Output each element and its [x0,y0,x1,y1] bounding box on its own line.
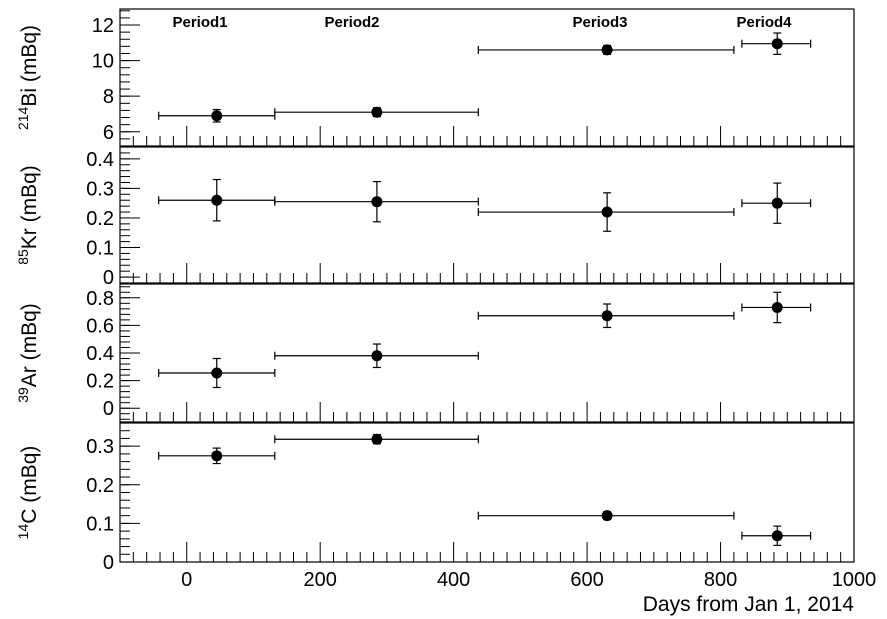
panel-frame [119,283,855,423]
x-axis: 0 200 400 600 800 1000 [181,569,876,591]
isotope-mass-number: 39 [15,387,31,403]
y-tick-label: 0 [103,267,114,289]
isotope-mass-number: 85 [15,249,31,265]
data-marker [211,450,223,462]
data-marker [601,310,613,322]
data-marker [771,301,783,313]
y-tick-label: 0.3 [86,436,114,458]
panel-frame [119,146,855,284]
data-marker [211,194,223,206]
data-marker [601,206,613,218]
element-symbol: Kr (mBq) [18,165,41,249]
y-tick-label: 6 [103,122,114,144]
data-marker [371,196,383,208]
y-axis-title: 214Bi (mBq) [15,25,41,130]
y-tick-label: 10 [92,51,114,73]
x-tick-label: 600 [570,569,603,591]
y-tick-label: 0.1 [86,513,114,535]
element-symbol: Ar (mBq) [18,303,41,387]
y-axis-title: 14C (mBq) [15,446,41,540]
x-tick-label: 1000 [832,569,877,591]
data-point [741,182,812,224]
element-symbol: Bi (mBq) [18,25,41,107]
period-label: Period3 [572,14,627,31]
x-tick-label: 800 [704,569,737,591]
y-tick-label: 0.2 [86,475,114,497]
data-marker [371,106,383,118]
data-point [477,192,735,232]
period-label: Period4 [736,14,792,31]
x-tick-label: 0 [181,569,192,591]
panel-frame [119,422,855,563]
panel-frame [119,8,855,147]
data-point [741,291,812,324]
y-tick-label: 0.1 [86,238,114,260]
data-point [274,180,479,223]
data-marker [211,367,223,379]
period-label: Period2 [324,14,379,31]
data-marker [771,530,783,542]
data-marker [371,433,383,445]
y-tick-label: 0.6 [86,315,114,337]
y-tick-label: 12 [92,15,114,37]
data-marker [771,197,783,209]
data-point [158,357,276,389]
data-point [741,32,812,55]
y-tick-label: 8 [103,86,114,108]
x-axis-title: Days from Jan 1, 2014 [643,593,855,616]
isotope-mass-number: 14 [15,524,31,540]
data-point [477,44,735,56]
data-point [274,343,479,369]
y-tick-label: 0.2 [86,208,114,230]
data-marker [771,38,783,50]
y-tick-label: 0.8 [86,288,114,310]
data-point [158,178,276,222]
y-axis-title: 85Kr (mBq) [15,165,41,265]
x-axis-title-text: Days from Jan 1, 2014 [643,593,855,616]
data-marker [601,510,613,522]
panel-kr: 0 0.1 0.2 0.3 0.4 85Kr (mBq) [15,146,855,289]
y-tick-label: 0.4 [86,149,114,171]
data-point [477,510,735,522]
y-tick-label: 0 [103,398,114,420]
y-tick-label: 0.3 [86,178,114,200]
data-marker [601,44,613,56]
period-label: Period1 [172,14,227,31]
x-tick-label: 400 [437,569,470,591]
x-tick-label: 200 [303,569,336,591]
data-point [158,108,276,123]
data-marker [371,350,383,362]
y-tick-label: 0.4 [86,343,114,365]
panel-ar: 0 0.2 0.4 0.6 0.8 39Ar (mBq) [15,283,855,423]
panel-c: 0 0.1 0.2 0.3 14C (mBq) [15,422,855,574]
y-axis-title: 39Ar (mBq) [15,303,41,403]
data-point [477,303,735,329]
element-symbol: C (mBq) [18,446,41,524]
data-point [741,525,812,546]
y-tick-label: 0.2 [86,371,114,393]
data-point [158,447,276,465]
data-point [274,433,479,445]
panel-bi: 6 8 10 12 214Bi (mBq) Period1 Period2 Period3 Pe… [15,8,855,147]
data-point [274,106,479,118]
y-tick-label: 0 [103,552,114,574]
isotope-mass-number: 214 [15,106,31,130]
data-marker [211,110,223,122]
